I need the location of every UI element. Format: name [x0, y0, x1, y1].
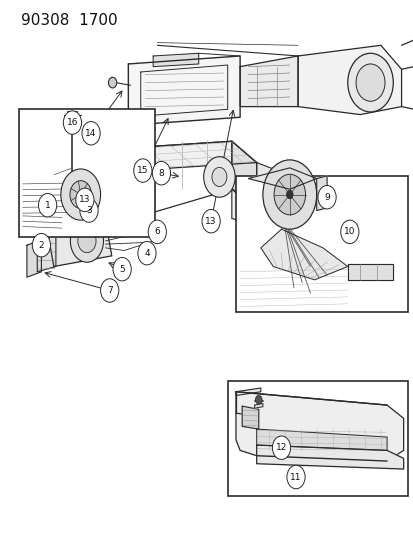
Polygon shape [231, 189, 297, 237]
Polygon shape [240, 56, 297, 107]
Circle shape [272, 436, 290, 459]
Circle shape [70, 181, 91, 208]
Circle shape [317, 185, 335, 209]
Polygon shape [47, 221, 112, 266]
Polygon shape [47, 173, 101, 216]
Circle shape [211, 167, 226, 187]
Circle shape [340, 220, 358, 244]
Circle shape [100, 279, 119, 302]
Polygon shape [37, 232, 56, 272]
Circle shape [76, 188, 94, 212]
Text: 7: 7 [107, 286, 112, 295]
Circle shape [38, 193, 57, 217]
Text: 12: 12 [275, 443, 287, 452]
Polygon shape [256, 163, 297, 227]
Circle shape [347, 53, 392, 112]
Text: 13: 13 [205, 217, 216, 225]
Text: 10: 10 [343, 228, 355, 236]
Circle shape [63, 111, 81, 134]
Text: 90308  1700: 90308 1700 [21, 13, 117, 28]
Polygon shape [347, 264, 392, 280]
Bar [19, 109, 155, 237]
Polygon shape [27, 240, 41, 277]
Text: 15: 15 [137, 166, 148, 175]
Text: 5: 5 [119, 265, 125, 273]
Bar [235, 176, 407, 312]
Circle shape [133, 159, 152, 182]
Text: 4: 4 [144, 249, 150, 257]
Polygon shape [235, 392, 403, 461]
Text: 2: 2 [38, 241, 44, 249]
Circle shape [78, 192, 83, 197]
Polygon shape [254, 403, 262, 408]
Text: 6: 6 [154, 228, 160, 236]
Circle shape [108, 77, 116, 88]
Polygon shape [128, 56, 240, 125]
Text: 3: 3 [86, 206, 92, 215]
Circle shape [255, 395, 261, 404]
Circle shape [286, 465, 304, 489]
Circle shape [61, 169, 100, 220]
Circle shape [32, 233, 50, 257]
Polygon shape [242, 406, 258, 429]
Text: 11: 11 [290, 473, 301, 481]
Polygon shape [107, 149, 132, 219]
Bar [227, 381, 407, 496]
Polygon shape [231, 141, 256, 211]
Text: 8: 8 [158, 169, 164, 177]
Circle shape [148, 220, 166, 244]
Polygon shape [316, 176, 326, 211]
Polygon shape [153, 53, 198, 67]
Circle shape [78, 229, 96, 253]
Circle shape [138, 241, 156, 265]
Polygon shape [256, 445, 403, 469]
Polygon shape [297, 45, 401, 115]
Polygon shape [260, 229, 347, 280]
Text: 13: 13 [79, 196, 90, 204]
Polygon shape [256, 429, 386, 450]
Polygon shape [49, 181, 66, 216]
Text: 14: 14 [85, 129, 97, 138]
Polygon shape [107, 141, 256, 171]
Circle shape [82, 122, 100, 145]
Circle shape [355, 64, 384, 101]
Circle shape [152, 161, 170, 185]
Circle shape [262, 160, 316, 229]
Circle shape [113, 257, 131, 281]
Circle shape [202, 209, 220, 233]
Polygon shape [235, 388, 260, 395]
Polygon shape [248, 168, 316, 189]
Circle shape [273, 174, 305, 215]
Circle shape [70, 220, 103, 262]
Circle shape [286, 190, 292, 199]
Text: 16: 16 [66, 118, 78, 127]
Circle shape [203, 157, 235, 197]
Text: 9: 9 [323, 193, 329, 201]
Text: 1: 1 [45, 201, 50, 209]
Circle shape [80, 199, 98, 222]
Circle shape [31, 208, 38, 218]
